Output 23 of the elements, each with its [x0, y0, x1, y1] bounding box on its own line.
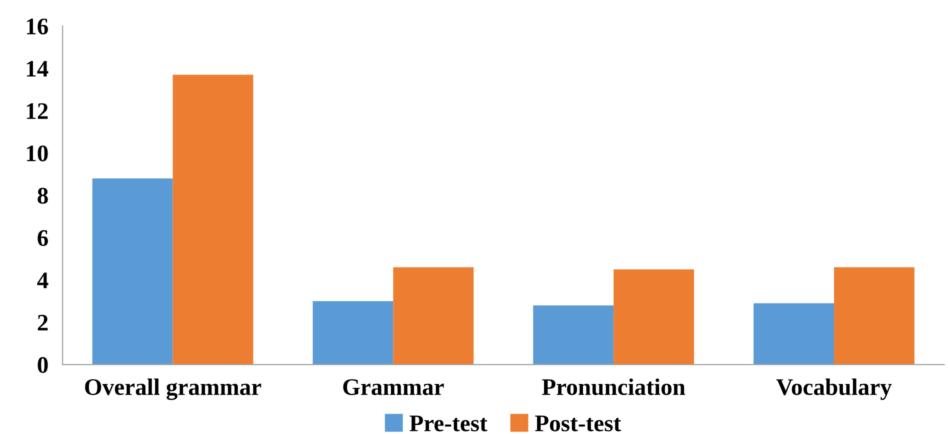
y-tick-label: 16	[26, 18, 48, 34]
bar	[312, 301, 394, 365]
y-tick-label: 2	[38, 314, 48, 330]
y-tick-label: 4	[37, 272, 48, 288]
bar	[172, 74, 254, 365]
legend-label: Pre-test	[410, 416, 488, 432]
y-tick-label: 14	[26, 60, 48, 77]
y-tick-label: 12	[26, 103, 48, 119]
bar	[834, 267, 914, 365]
x-tick-label: Grammar	[343, 379, 444, 396]
y-tick-label: 8	[38, 188, 48, 204]
bar	[533, 305, 614, 365]
y-tick-label: 10	[26, 145, 48, 162]
bar	[614, 269, 694, 365]
x-tick-label: Overall grammar	[85, 378, 262, 400]
y-tick-label: 6	[38, 230, 48, 246]
bar	[393, 267, 474, 365]
bar	[92, 178, 173, 365]
x-tick-label: Vocabulary	[776, 378, 892, 400]
x-tick-label: Pronunciation	[542, 378, 686, 396]
y-tick-label: 0	[38, 357, 48, 373]
legend-label: Post-test	[535, 416, 622, 432]
bar	[754, 303, 834, 365]
